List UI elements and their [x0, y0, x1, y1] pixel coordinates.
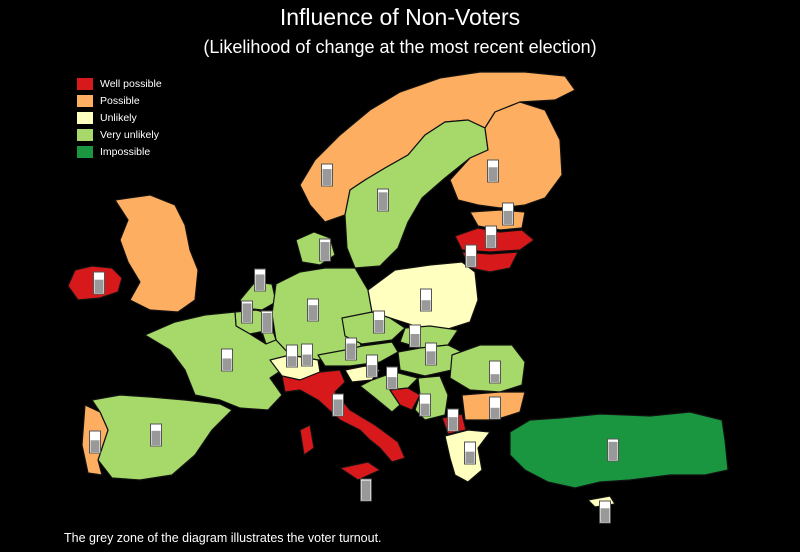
turnout-marker-sweden [377, 188, 389, 212]
turnout-fill [448, 417, 458, 430]
turnout-marker-poland [420, 288, 432, 312]
turnout-marker-belgium [241, 300, 253, 324]
turnout-fill [486, 235, 496, 247]
turnout-box [420, 288, 432, 312]
turnout-fill [242, 303, 252, 322]
footnote: The grey zone of the diagram illustrates… [64, 531, 382, 545]
legend-label: Unlikely [100, 111, 137, 124]
turnout-fill [426, 351, 436, 364]
turnout-marker-denmark [319, 238, 331, 262]
turnout-fill [287, 356, 297, 366]
turnout-box [489, 360, 501, 384]
turnout-marker-croatia [366, 354, 378, 378]
country-finland [449, 101, 563, 209]
turnout-marker-lithuania [465, 244, 477, 268]
turnout-fill [90, 440, 100, 452]
turnout-marker-switzerland [286, 344, 298, 368]
turnout-fill [420, 403, 430, 415]
turnout-fill [490, 407, 500, 418]
turnout-fill [410, 334, 420, 346]
turnout-marker-netherlands [254, 268, 266, 292]
turnout-fill [488, 167, 498, 181]
country-italy-sicily [339, 461, 381, 481]
turnout-fill [421, 300, 431, 310]
turnout-fill [262, 312, 272, 332]
map-subtitle: (Likelihood of change at the most recent… [203, 37, 597, 57]
turnout-marker-norway [321, 163, 333, 187]
turnout-marker-ireland [93, 271, 105, 295]
turnout-fill [361, 480, 371, 500]
turnout-marker-bosnia [386, 366, 398, 390]
legend-item-well-possible: Well possible [76, 75, 162, 92]
map-title: Influence of Non-Voters [279, 4, 521, 30]
country-romania [449, 344, 526, 393]
turnout-marker-malta [360, 478, 372, 502]
turnout-fill [378, 192, 388, 210]
turnout-marker-turkey [607, 438, 619, 462]
turnout-fill [387, 377, 397, 388]
legend-item-very-unlikely: Very unlikely [76, 126, 162, 143]
legend-item-unlikely: Unlikely [76, 109, 162, 126]
legend-label: Possible [100, 94, 140, 107]
turnout-fill [600, 508, 610, 522]
turnout-marker-luxembourg [261, 310, 273, 334]
country-italy-sardinia [299, 424, 315, 456]
turnout-marker-portugal [89, 430, 101, 454]
turnout-marker-greece [464, 441, 476, 465]
turnout-marker-italy [332, 393, 344, 417]
legend-swatch [76, 110, 94, 125]
turnout-fill [333, 399, 343, 415]
turnout-marker-serbia [419, 393, 431, 417]
country-bosnia [389, 387, 421, 411]
turnout-marker-macedonia [447, 408, 459, 432]
turnout-marker-france [221, 348, 233, 372]
legend-swatch [76, 144, 94, 159]
turnout-marker-czechia [373, 310, 385, 334]
legend: Well possible Possible Unlikely Very unl… [76, 75, 162, 160]
turnout-fill [466, 256, 476, 266]
turnout-marker-romania [489, 360, 501, 384]
turnout-fill [308, 305, 318, 320]
turnout-marker-estonia [502, 202, 514, 226]
legend-swatch [76, 127, 94, 142]
turnout-markers [89, 159, 619, 524]
legend-item-impossible: Impossible [76, 143, 162, 160]
country-uk [114, 194, 199, 313]
turnout-marker-slovenia [301, 343, 313, 367]
turnout-fill [367, 365, 377, 376]
turnout-fill [94, 279, 104, 293]
turnout-fill [608, 441, 618, 460]
legend-label: Well possible [100, 77, 162, 90]
turnout-fill [320, 242, 330, 260]
turnout-box [286, 344, 298, 368]
turnout-fill [503, 210, 513, 224]
turnout-fill [490, 374, 500, 382]
turnout-marker-spain [150, 423, 162, 447]
turnout-marker-cyprus [599, 500, 611, 524]
legend-swatch [76, 76, 94, 91]
turnout-marker-finland [487, 159, 499, 183]
turnout-fill [151, 430, 161, 445]
turnout-fill [346, 343, 356, 359]
turnout-marker-hungary [425, 342, 437, 366]
turnout-fill [222, 358, 232, 370]
country-estonia [469, 209, 526, 231]
legend-item-possible: Possible [76, 92, 162, 109]
turnout-marker-germany [307, 298, 319, 322]
turnout-fill [255, 274, 265, 290]
turnout-fill [322, 169, 332, 185]
turnout-marker-latvia [485, 225, 497, 249]
turnout-marker-slovakia [409, 324, 421, 348]
legend-label: Impossible [100, 145, 151, 158]
turnout-fill [465, 451, 475, 463]
turnout-fill [374, 320, 384, 332]
turnout-marker-bulgaria [489, 396, 501, 420]
turnout-marker-austria [345, 337, 357, 361]
legend-swatch [76, 93, 94, 108]
legend-label: Very unlikely [100, 128, 159, 141]
turnout-fill [302, 354, 312, 365]
